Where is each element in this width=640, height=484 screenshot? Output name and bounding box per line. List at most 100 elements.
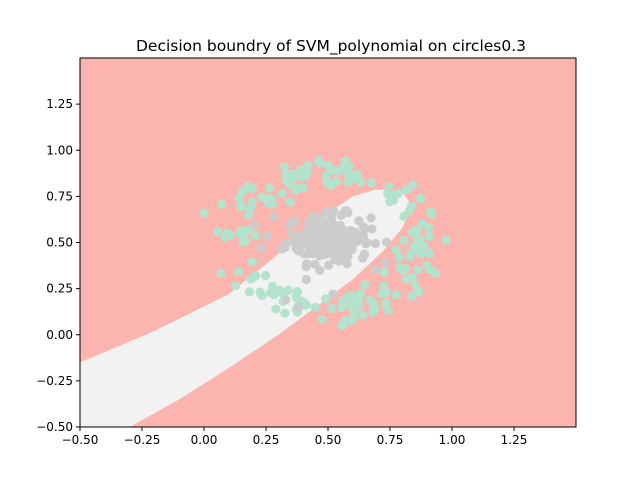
data-point: [306, 239, 316, 249]
data-point: [217, 199, 227, 209]
data-point: [262, 231, 272, 241]
data-point: [418, 245, 428, 256]
data-point: [286, 218, 296, 229]
data-point: [249, 272, 259, 282]
data-point: [274, 285, 284, 295]
data-point: [303, 259, 313, 269]
data-point: [321, 171, 331, 181]
data-point: [348, 173, 358, 184]
data-point: [367, 224, 377, 234]
data-point: [234, 193, 245, 203]
data-point: [285, 197, 295, 207]
data-point: [302, 228, 312, 239]
x-tick-label: 1.00: [439, 433, 466, 447]
data-point: [343, 241, 353, 251]
data-point: [267, 194, 277, 204]
data-point: [310, 302, 320, 313]
x-tick-label: −0.50: [62, 433, 99, 447]
data-point: [376, 289, 386, 299]
y-axis: −0.50 −0.25 0.00 0.25 0.50 0.75 1.00 1.25: [36, 97, 80, 434]
data-point: [271, 304, 281, 314]
data-point: [401, 185, 411, 195]
data-point: [234, 228, 244, 238]
data-point: [354, 293, 364, 303]
data-point: [370, 238, 380, 249]
data-point: [245, 203, 255, 213]
data-point: [250, 230, 261, 241]
data-point: [286, 229, 297, 239]
data-point: [279, 162, 289, 172]
data-point: [333, 234, 343, 244]
data-point: [381, 299, 391, 309]
data-point: [314, 155, 324, 166]
data-point: [301, 274, 311, 285]
data-point: [336, 210, 346, 221]
x-tick-label: −0.25: [124, 433, 161, 447]
y-tick-label: 0.75: [46, 189, 73, 203]
data-point: [328, 289, 338, 299]
data-point: [425, 248, 435, 259]
data-point: [256, 192, 267, 202]
data-point: [415, 193, 426, 204]
data-point: [343, 207, 353, 218]
x-tick-label: 1.25: [501, 433, 528, 447]
data-point: [238, 237, 248, 247]
data-point: [327, 303, 337, 313]
data-point: [250, 220, 260, 230]
data-point: [399, 211, 409, 221]
x-tick-label: 0.50: [315, 433, 342, 447]
data-point: [349, 313, 359, 323]
data-point: [199, 208, 209, 218]
data-point: [342, 234, 352, 244]
data-point: [405, 252, 415, 262]
data-point: [405, 205, 415, 215]
data-point: [216, 268, 226, 278]
data-point: [358, 310, 368, 320]
data-point: [441, 235, 451, 245]
data-point: [223, 230, 233, 240]
data-point: [398, 265, 408, 276]
data-point: [391, 290, 402, 300]
data-point: [362, 238, 372, 248]
data-point: [309, 211, 320, 221]
data-point: [379, 267, 389, 277]
data-point: [379, 280, 389, 290]
data-point: [407, 273, 417, 283]
data-point: [409, 227, 420, 237]
data-point: [340, 156, 350, 166]
data-point: [233, 267, 244, 277]
data-point: [355, 177, 366, 187]
data-point: [247, 257, 258, 267]
x-axis: −0.50 −0.25 0.00 0.25 0.50 0.75 1.00 1.25: [62, 427, 528, 447]
data-point: [408, 180, 418, 190]
data-point: [360, 280, 370, 290]
data-point: [414, 287, 424, 297]
data-point: [381, 237, 392, 247]
data-point: [315, 265, 325, 275]
data-point: [334, 256, 344, 266]
data-point: [399, 235, 409, 246]
data-point: [424, 223, 434, 233]
data-point: [323, 160, 333, 171]
data-point: [347, 291, 357, 301]
data-point: [360, 223, 370, 234]
data-point: [407, 291, 417, 301]
data-point: [422, 260, 432, 270]
data-point: [243, 210, 254, 221]
data-point: [267, 281, 278, 291]
chart-title: Decision boundry of SVM_polynomial on ci…: [136, 37, 526, 56]
data-point: [280, 308, 290, 318]
y-tick-label: 1.25: [46, 97, 73, 111]
x-tick-label: 0.25: [253, 433, 280, 447]
data-point: [380, 258, 391, 268]
data-point: [324, 260, 334, 270]
data-point: [366, 213, 376, 223]
x-tick-label: 0.00: [191, 433, 218, 447]
data-point: [298, 183, 308, 193]
data-point: [260, 270, 271, 281]
data-point: [213, 227, 223, 237]
data-point: [370, 264, 380, 275]
y-tick-label: −0.25: [36, 374, 73, 388]
data-point: [322, 207, 332, 217]
data-point: [289, 237, 299, 247]
